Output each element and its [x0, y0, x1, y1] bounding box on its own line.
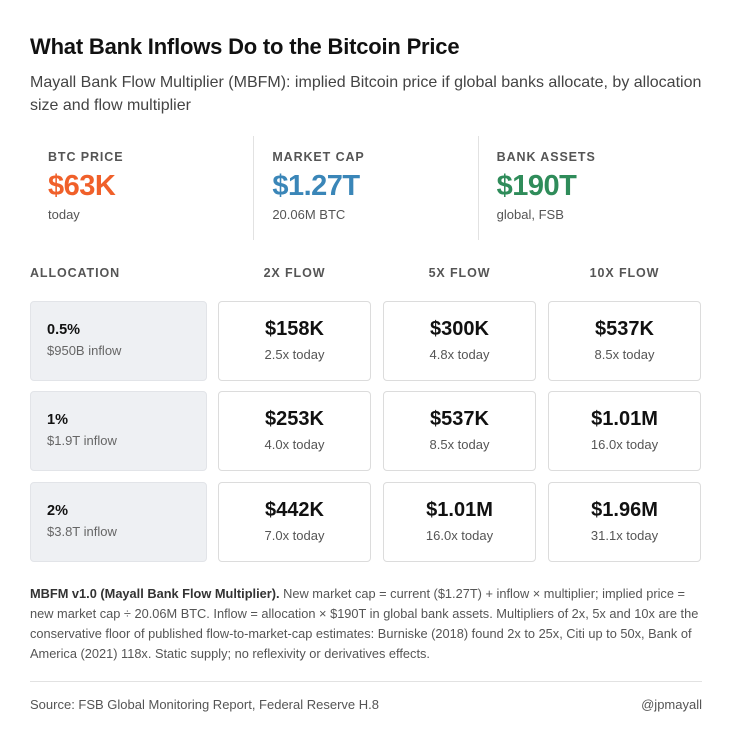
source-note: Source: FSB Global Monitoring Report, Fe…: [30, 697, 379, 712]
cell-multiple: 8.5x today: [429, 437, 490, 452]
allocation-percent: 0.5%: [47, 322, 81, 338]
cell-price: $537K: [595, 318, 654, 340]
allocation-percent: 1%: [47, 412, 68, 428]
stat-market-cap: MARKET CAP $1.27T 20.06M BTC: [253, 136, 477, 240]
chart-title: What Bank Inflows Do to the Bitcoin Pric…: [30, 34, 460, 59]
cell-multiple: 2.5x today: [264, 347, 325, 362]
stat-note: 20.06M BTC: [272, 207, 346, 222]
allocation-cell: 0.5% $950B inflow: [30, 301, 207, 381]
stat-value: $63K: [48, 170, 116, 202]
cell-price: $442K: [265, 499, 324, 521]
column-header-5x: 5X FLOW: [428, 266, 491, 280]
stat-note: today: [48, 207, 80, 222]
footer-divider: [30, 681, 702, 682]
stat-bank-assets: BANK ASSETS $190T global, FSB: [477, 136, 702, 240]
footnote-text: New market cap = current ($1.27T) + infl…: [30, 586, 699, 661]
allocation-cell: 2% $3.8T inflow: [30, 482, 207, 562]
footnote-heading: MBFM v1.0 (Mayall Bank Flow Multiplier).: [30, 586, 280, 601]
table-cell: $537K 8.5x today: [548, 301, 701, 381]
table-cell: $1.01M 16.0x today: [383, 482, 536, 562]
stat-value: $1.27T: [272, 170, 360, 202]
allocation-percent: 2%: [47, 503, 68, 519]
cell-multiple: 16.0x today: [590, 437, 659, 452]
methodology-footnote: MBFM v1.0 (Mayall Bank Flow Multiplier).…: [30, 584, 702, 664]
cell-multiple: 7.0x today: [264, 528, 325, 543]
cell-price: $1.01M: [591, 408, 658, 430]
cell-multiple: 31.1x today: [590, 528, 659, 543]
stat-label: BTC PRICE: [48, 150, 124, 164]
cell-price: $253K: [265, 408, 324, 430]
table-cell: $300K 4.8x today: [383, 301, 536, 381]
stat-note: global, FSB: [496, 207, 564, 222]
cell-multiple: 8.5x today: [594, 347, 655, 362]
cell-multiple: 4.8x today: [429, 347, 490, 362]
table-cell: $1.96M 31.1x today: [548, 482, 701, 562]
cell-price: $537K: [430, 408, 489, 430]
cell-price: $1.01M: [426, 499, 493, 521]
table-cell: $442K 7.0x today: [218, 482, 371, 562]
allocation-inflow: $3.8T inflow: [47, 524, 117, 539]
author-handle: @jpmayall: [641, 697, 702, 712]
table-cell: $1.01M 16.0x today: [548, 391, 701, 471]
stat-btc-price: BTC PRICE $63K today: [30, 136, 253, 240]
cell-multiple: 16.0x today: [425, 528, 494, 543]
column-header-2x: 2X FLOW: [263, 266, 326, 280]
stat-label: BANK ASSETS: [496, 150, 596, 164]
stat-value: $190T: [496, 170, 577, 202]
chart-subtitle: Mayall Bank Flow Multiplier (MBFM): impl…: [30, 74, 702, 114]
table-cell: $537K 8.5x today: [383, 391, 536, 471]
table-cell: $158K 2.5x today: [218, 301, 371, 381]
allocation-inflow: $1.9T inflow: [47, 433, 117, 448]
cell-price: $1.96M: [591, 499, 658, 521]
cell-price: $158K: [265, 318, 324, 340]
cell-price: $300K: [430, 318, 489, 340]
stats-row: BTC PRICE $63K today MARKET CAP $1.27T 2…: [30, 136, 702, 240]
stat-label: MARKET CAP: [272, 150, 365, 164]
allocation-cell: 1% $1.9T inflow: [30, 391, 207, 471]
table-cell: $253K 4.0x today: [218, 391, 371, 471]
column-header-10x: 10X FLOW: [589, 266, 660, 280]
cell-multiple: 4.0x today: [264, 437, 325, 452]
column-header-allocation: ALLOCATION: [30, 266, 121, 280]
allocation-inflow: $950B inflow: [47, 343, 122, 358]
